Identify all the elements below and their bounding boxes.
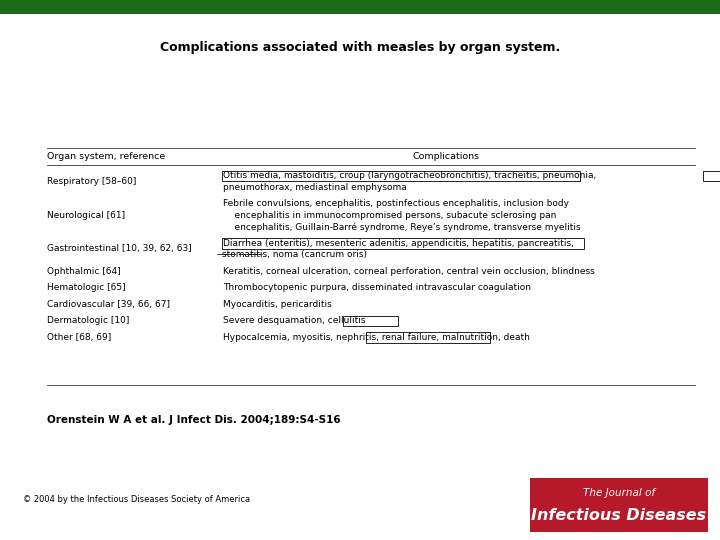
Text: encephalitis in immunocompromised persons, subacute sclerosing pan: encephalitis in immunocompromised person…: [223, 211, 557, 220]
Bar: [222, 171, 580, 181]
Text: Organ system, reference: Organ system, reference: [47, 152, 165, 161]
Text: encephalitis, Guillain-Barré syndrome, Reye’s syndrome, transverse myelitis: encephalitis, Guillain-Barré syndrome, R…: [223, 222, 581, 232]
Text: Febrile convulsions, encephalitis, postinfectious encephalitis, inclusion body: Febrile convulsions, encephalitis, posti…: [223, 199, 570, 208]
Text: pneumothorax, mediastinal emphysoma: pneumothorax, mediastinal emphysoma: [223, 183, 407, 192]
Text: Severe desquamation, cellulitis: Severe desquamation, cellulitis: [223, 316, 366, 325]
Bar: [366, 332, 490, 342]
Text: ̶s̶t̶o̶m̶a̶t̶i̶t̶i̶s, noma (cancrum oris): ̶s̶t̶o̶m̶a̶t̶i̶t̶i̶s, noma (cancrum oris…: [223, 250, 368, 259]
Text: Myocarditis, pericarditis: Myocarditis, pericarditis: [223, 300, 332, 309]
Text: Diarrhea (enteritis), mesenteric adenitis, appendicitis, hepatitis, pancreatitis: Diarrhea (enteritis), mesenteric adeniti…: [223, 239, 574, 248]
Text: Thrombocytopenic purpura, disseminated intravascular coagulation: Thrombocytopenic purpura, disseminated i…: [223, 284, 531, 292]
Text: Complications: Complications: [413, 152, 480, 161]
Text: Gastrointestinal [10, 39, 62, 63]: Gastrointestinal [10, 39, 62, 63]: [47, 245, 192, 253]
Text: The Journal of: The Journal of: [583, 488, 655, 498]
Text: Hypocalcemia, myositis, nephritis, renal failure, malnutrition, death: Hypocalcemia, myositis, nephritis, renal…: [223, 333, 530, 342]
Text: Respiratory [58–60]: Respiratory [58–60]: [47, 177, 136, 186]
Bar: [703, 171, 720, 181]
Text: Neurological [61]: Neurological [61]: [47, 211, 125, 220]
Bar: [343, 315, 398, 326]
Text: Otitis media, mastoiditis, croup (laryngotracheobronchitis), tracheitis, pneumon: Otitis media, mastoiditis, croup (laryng…: [223, 171, 596, 180]
Bar: [222, 238, 584, 248]
Text: Other [68, 69]: Other [68, 69]: [47, 333, 111, 342]
Text: Orenstein W A et al. J Infect Dis. 2004;189:S4-S16: Orenstein W A et al. J Infect Dis. 2004;…: [47, 415, 341, 425]
Text: Cardiovascular [39, 66, 67]: Cardiovascular [39, 66, 67]: [47, 300, 170, 309]
Bar: [0, 0, 720, 14]
Bar: [530, 478, 708, 532]
Text: Dermatologic [10]: Dermatologic [10]: [47, 316, 129, 325]
Text: © 2004 by the Infectious Diseases Society of America: © 2004 by the Infectious Diseases Societ…: [23, 496, 251, 504]
Text: Keratitis, corneal ulceration, corneal perforation, central vein occlusion, blin: Keratitis, corneal ulceration, corneal p…: [223, 267, 595, 276]
Text: Hematologic [65]: Hematologic [65]: [47, 284, 125, 292]
Text: Complications associated with measles by organ system.: Complications associated with measles by…: [160, 42, 560, 55]
Text: Ophthalmic [64]: Ophthalmic [64]: [47, 267, 120, 276]
Text: Infectious Diseases: Infectious Diseases: [531, 508, 706, 523]
